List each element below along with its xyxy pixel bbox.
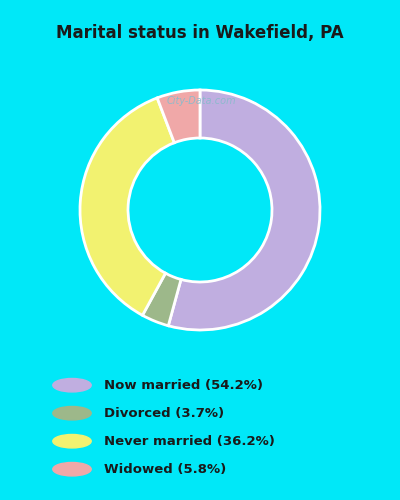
Text: Divorced (3.7%): Divorced (3.7%) (104, 406, 224, 420)
Text: City-Data.com: City-Data.com (166, 96, 236, 106)
Wedge shape (157, 90, 200, 142)
Circle shape (53, 462, 91, 476)
Text: Now married (54.2%): Now married (54.2%) (104, 378, 263, 392)
Circle shape (53, 378, 91, 392)
Wedge shape (168, 90, 320, 330)
Text: Never married (36.2%): Never married (36.2%) (104, 434, 275, 448)
Text: Widowed (5.8%): Widowed (5.8%) (104, 462, 226, 475)
Wedge shape (80, 98, 174, 316)
Circle shape (53, 434, 91, 448)
Text: Marital status in Wakefield, PA: Marital status in Wakefield, PA (56, 24, 344, 42)
Wedge shape (142, 273, 181, 326)
Circle shape (53, 406, 91, 420)
